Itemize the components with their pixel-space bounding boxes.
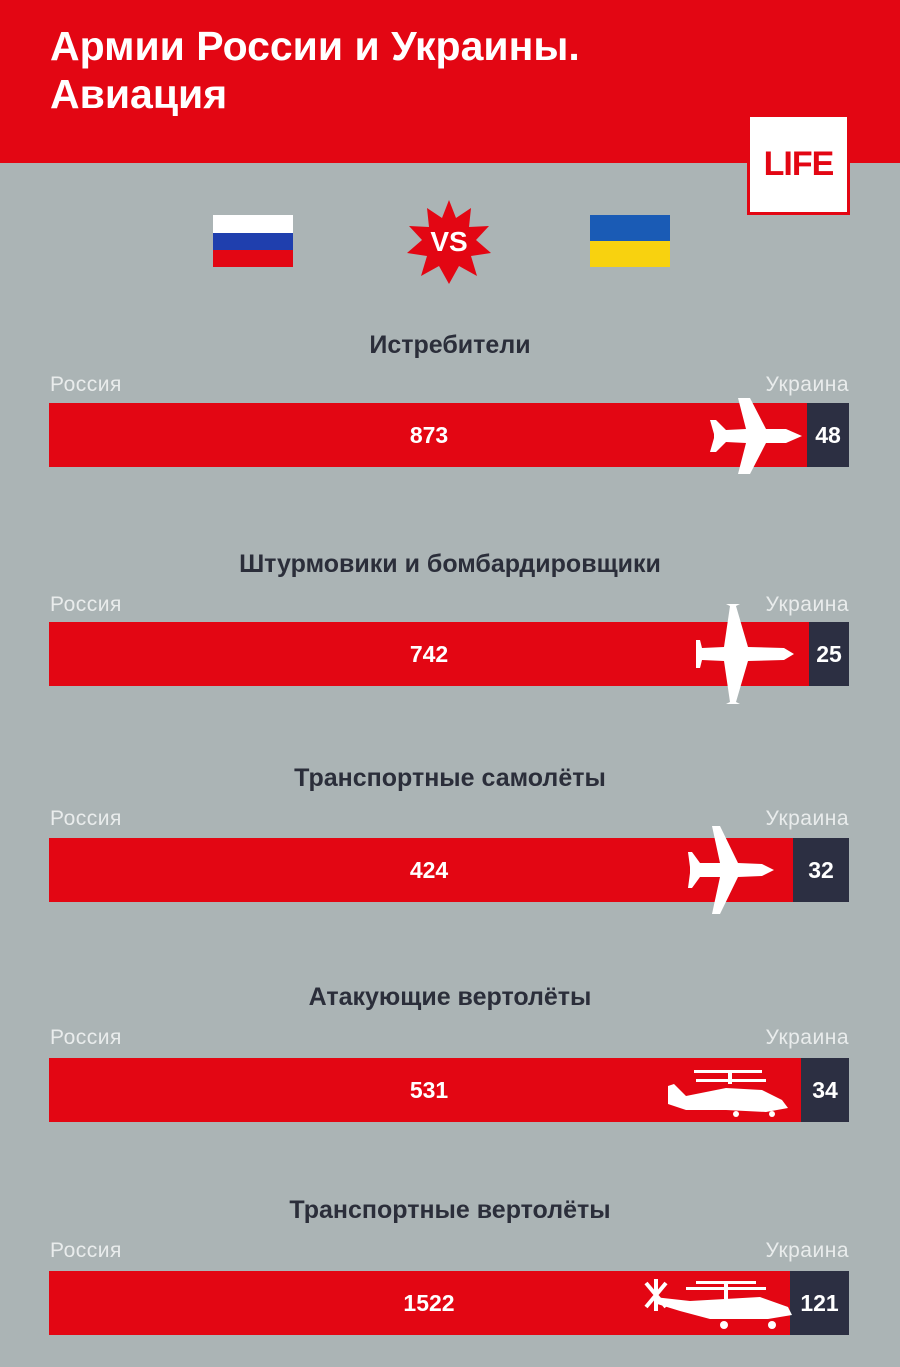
russia-label: Россия xyxy=(50,807,122,830)
transport-plane-icon xyxy=(688,826,774,914)
ukraine-value: 121 xyxy=(800,1290,839,1316)
russia-label: Россия xyxy=(50,1239,122,1262)
russia-label: Россия xyxy=(50,1026,122,1049)
chart-title: Транспортные самолёты xyxy=(294,764,606,792)
chart-title: Транспортные вертолёты xyxy=(289,1196,611,1224)
ukraine-bar xyxy=(809,622,849,686)
ukraine-label: Украина xyxy=(765,593,849,616)
vs-badge: VS xyxy=(407,200,491,284)
attack-helicopter-icon xyxy=(668,1070,788,1117)
life-logo: LIFE xyxy=(747,114,850,215)
ukraine-bar xyxy=(801,1058,849,1122)
page-title: Армии России и Украины. Авиация xyxy=(50,22,750,118)
title-line-2: Авиация xyxy=(50,71,228,117)
ukraine-value: 32 xyxy=(808,857,834,883)
ukraine-value: 48 xyxy=(815,422,841,448)
ukraine-label: Украина xyxy=(765,1026,849,1049)
ukraine-bar xyxy=(790,1271,849,1335)
ukraine-bar xyxy=(807,403,849,467)
comparison-bar: 873 48 xyxy=(49,403,849,467)
ukraine-value: 34 xyxy=(812,1077,838,1103)
russia-bar xyxy=(49,622,809,686)
comparison-bar: 424 32 xyxy=(49,838,849,902)
chart-title: Атакующие вертолёты xyxy=(308,983,592,1011)
chart-title: Истребители xyxy=(369,331,531,359)
ukraine-bar xyxy=(793,838,849,902)
ukraine-label: Украина xyxy=(765,1239,849,1262)
russia-label: Россия xyxy=(50,593,122,616)
fighter-jet-icon xyxy=(710,398,802,474)
russia-value: 1522 xyxy=(403,1290,455,1316)
russia-bar xyxy=(49,403,807,467)
title-line-1: Армии России и Украины. xyxy=(50,23,580,69)
ukraine-label: Украина xyxy=(765,807,849,830)
ukraine-value: 25 xyxy=(816,641,842,667)
ukraine-flag-icon xyxy=(590,215,670,267)
russia-value: 742 xyxy=(409,641,449,667)
ukraine-label: Украина xyxy=(765,373,849,396)
russia-value: 424 xyxy=(409,857,449,883)
russia-value: 531 xyxy=(409,1077,449,1103)
bomber-plane-icon xyxy=(696,604,794,704)
russia-label: Россия xyxy=(50,373,122,396)
header-banner: Армии России и Украины. Авиация xyxy=(0,0,900,163)
russia-value: 873 xyxy=(409,422,449,448)
vs-starburst-icon xyxy=(407,200,491,284)
russia-flag-icon xyxy=(213,215,293,267)
vs-label: VS xyxy=(430,226,467,257)
chart-title: Штурмовики и бомбардировщики xyxy=(239,550,661,578)
transport-helicopter-icon xyxy=(644,1279,792,1329)
russia-bar xyxy=(49,838,793,902)
comparison-bar: 742 25 xyxy=(49,622,849,686)
